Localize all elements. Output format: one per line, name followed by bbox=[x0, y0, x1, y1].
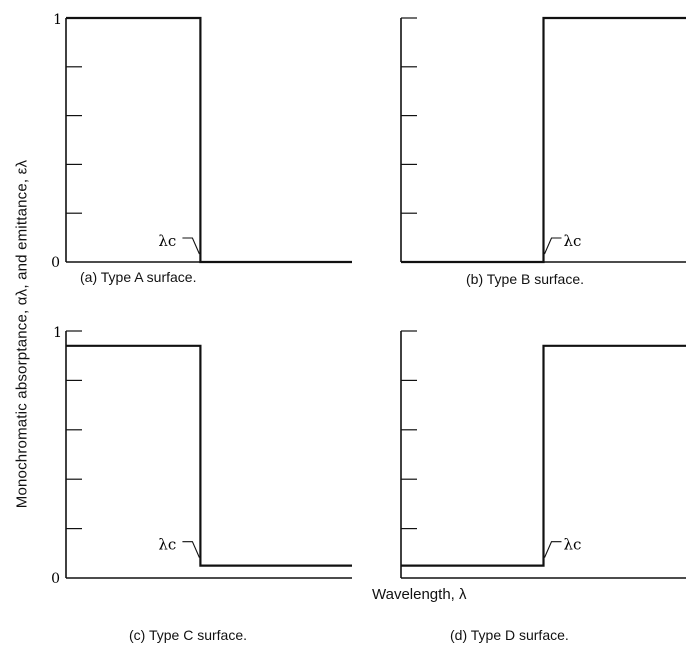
cutoff-leader-a bbox=[182, 237, 200, 255]
cutoff-label-b: λc bbox=[564, 232, 582, 250]
cutoff-leader-c bbox=[182, 541, 200, 558]
cutoff-label-c: λc bbox=[158, 536, 176, 554]
series-line-d bbox=[401, 344, 686, 567]
y-tick-label-1-a: 1 bbox=[53, 12, 62, 28]
series-line-a bbox=[66, 16, 352, 264]
cutoff-label-d: λc bbox=[564, 536, 582, 554]
caption-panel-c: (c) Type C surface. bbox=[129, 627, 248, 643]
caption-panel-a: (a) Type A surface. bbox=[80, 269, 197, 285]
y-tick-label-0-a: 0 bbox=[51, 255, 60, 271]
series-line-c bbox=[66, 344, 352, 567]
y-tick-label-1-c: 1 bbox=[53, 325, 62, 341]
y-axis-label: Monochromatic absorptance, αλ, and emitt… bbox=[13, 159, 31, 509]
cutoff-leader-d bbox=[543, 541, 562, 558]
caption-panel-d: (d) Type D surface. bbox=[450, 627, 569, 643]
x-axis-label: Wavelength, λ bbox=[372, 586, 467, 603]
y-tick-label-0-c: 0 bbox=[51, 571, 60, 587]
cutoff-label-a: λc bbox=[158, 232, 176, 250]
caption-panel-b: (b) Type B surface. bbox=[466, 271, 585, 287]
cutoff-leader-b bbox=[543, 237, 562, 255]
series-line-b bbox=[401, 16, 686, 264]
